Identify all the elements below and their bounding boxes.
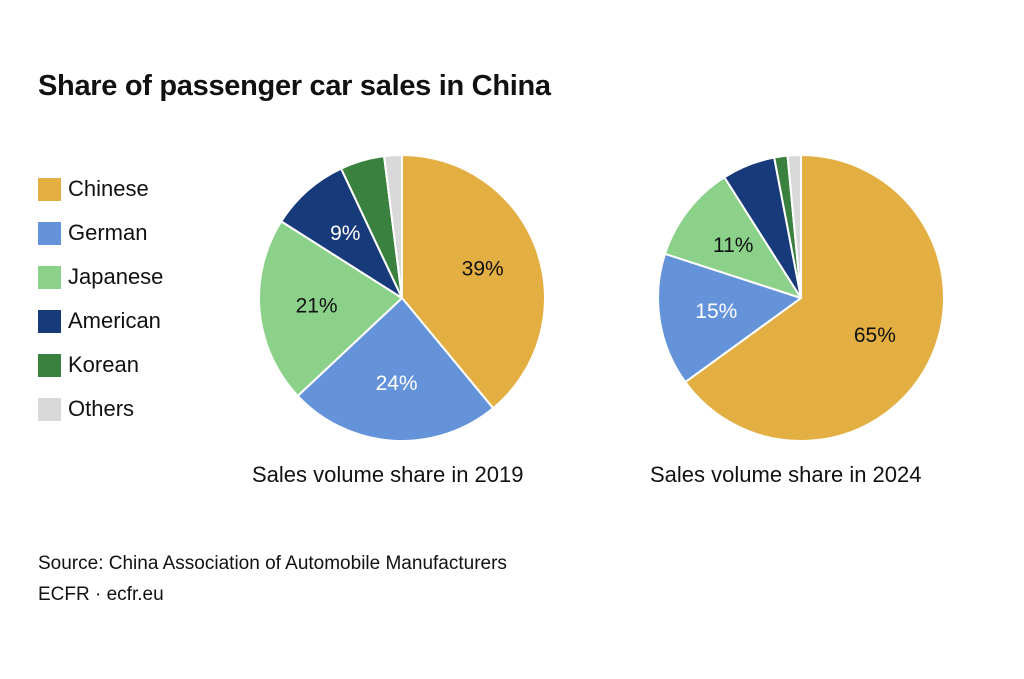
legend-swatch	[38, 309, 61, 333]
slice-label-german: 24%	[376, 372, 418, 395]
legend-item-american: American	[38, 299, 163, 343]
legend-label: Chinese	[68, 176, 149, 201]
pie-slice-chinese	[401, 154, 546, 410]
pie-caption-2019: Sales volume share in 2019	[252, 462, 524, 487]
pie-slice-german	[657, 252, 802, 384]
legend-swatch	[38, 353, 61, 377]
legend-label: Korean	[68, 352, 139, 377]
pie-slice-german	[296, 297, 495, 442]
publisher-credit: ECFR · ecfr.eu	[38, 584, 164, 605]
legend-swatch	[38, 265, 61, 289]
legend-label: German	[68, 220, 148, 245]
pie-slice-japanese	[258, 220, 403, 397]
legend-label: Japanese	[68, 264, 164, 289]
pie-slice-japanese	[664, 176, 802, 299]
chart-title: Share of passenger car sales in China	[38, 70, 551, 102]
legend-item-japanese: Japanese	[38, 255, 163, 299]
slice-label-chinese: 39%	[462, 257, 504, 280]
pie-slice-others	[383, 154, 403, 299]
slice-label-japanese: 21%	[296, 295, 338, 318]
slice-label-chinese: 65%	[854, 324, 896, 347]
legend-item-others: Others	[38, 387, 163, 431]
legend-label: Others	[68, 396, 135, 421]
footer: Source: China Association of Automobile …	[38, 548, 507, 610]
legend-item-german: German	[38, 211, 163, 255]
pie-caption-2024: Sales volume share in 2024	[650, 462, 922, 487]
legend-label: American	[68, 308, 161, 333]
legend-swatch	[38, 221, 61, 245]
slice-label-japanese: 11%	[713, 234, 753, 257]
pie-slice-chinese	[684, 154, 945, 442]
legend-swatch	[38, 177, 61, 201]
pie-chart-2019: 39% 24% 21% 9%	[258, 154, 546, 442]
pie-slice-american	[280, 167, 403, 299]
legend-item-korean: Korean	[38, 343, 163, 387]
pie-chart-2024: 65% 15% 11%	[657, 153, 945, 442]
legend-swatch	[38, 397, 61, 421]
legend-item-chinese: Chinese	[38, 167, 163, 211]
slice-label-german: 15%	[695, 300, 737, 323]
slice-label-american: 9%	[330, 222, 360, 245]
source-note: Source: China Association of Automobile …	[38, 553, 507, 574]
legend: Chinese German Japanese American Korean Other…	[38, 167, 163, 431]
pie-slice-others	[786, 153, 802, 299]
